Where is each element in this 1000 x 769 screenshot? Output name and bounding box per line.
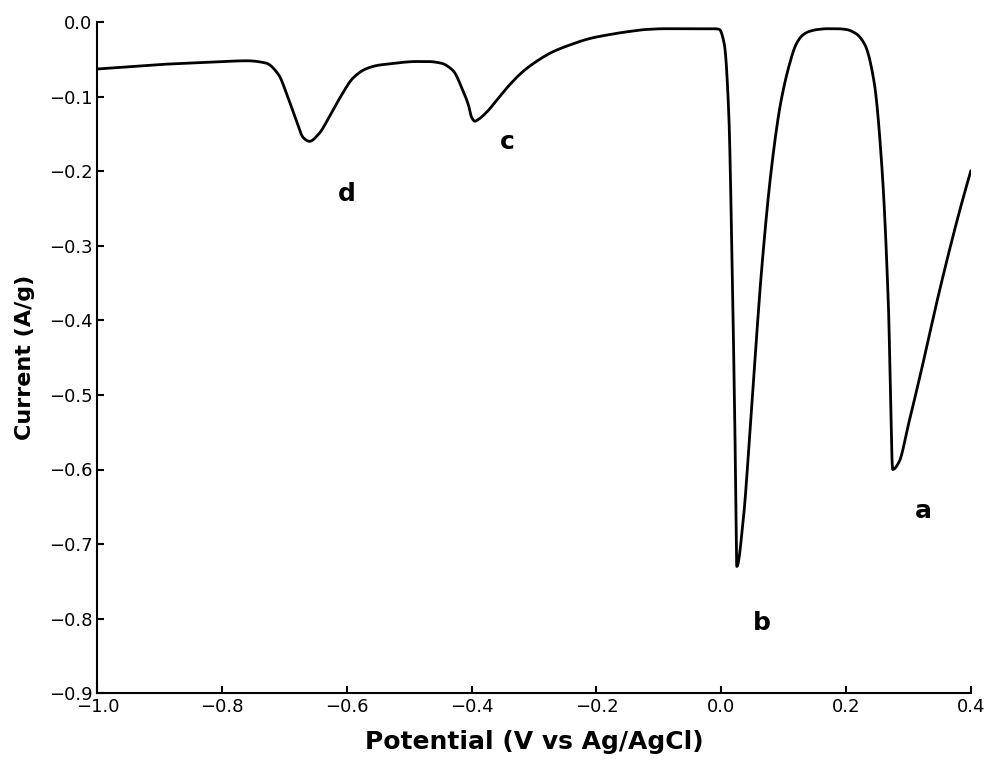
X-axis label: Potential (V vs Ag/AgCl): Potential (V vs Ag/AgCl)	[365, 730, 703, 754]
Y-axis label: Current (A/g): Current (A/g)	[15, 275, 35, 440]
Text: a: a	[915, 499, 932, 524]
Text: b: b	[752, 611, 770, 635]
Text: d: d	[338, 182, 355, 206]
Text: c: c	[500, 130, 515, 154]
